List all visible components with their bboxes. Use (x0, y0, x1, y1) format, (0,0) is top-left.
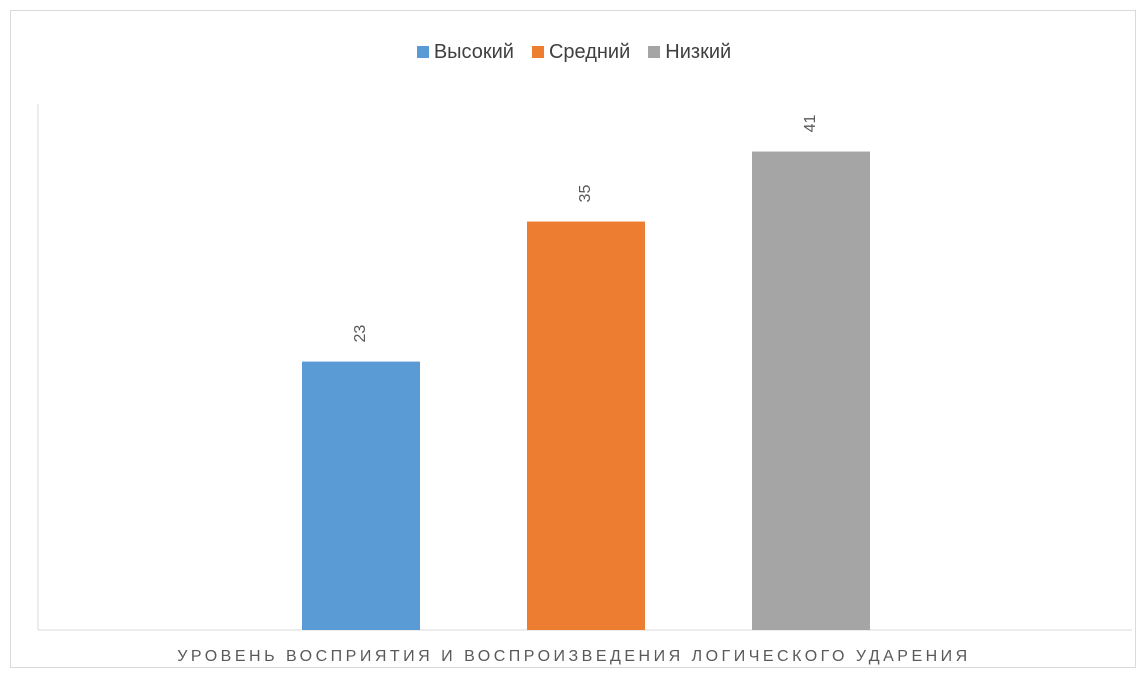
legend-swatch-vysokiy (416, 46, 429, 58)
legend-label-vysokiy: Высокий (433, 41, 514, 63)
bars-group: 23 35 41 (302, 115, 870, 631)
legend-label-sredniy: Средний (548, 41, 631, 63)
x-axis-label: УРОВЕНЬ ВОСПРИЯТИЯ И ВОСПРОИЗВЕДЕНИЯ ЛОГ… (177, 648, 971, 665)
bar-1 (527, 221, 645, 631)
bar-0 (302, 361, 420, 630)
legend-swatch-sredniy (531, 46, 544, 58)
legend-swatch-nizkiy (648, 46, 661, 58)
legend-item-vysokiy: Высокий (416, 40, 514, 64)
legend-item-sredniy: Средний (531, 40, 631, 64)
legend-item-nizkiy: Низкий (648, 40, 731, 64)
bar-2 (752, 151, 870, 630)
data-label-2: 41 (802, 115, 819, 133)
legend: Высокий Средний Низкий (0, 40, 1148, 64)
data-label-1: 35 (577, 185, 594, 203)
legend-label-nizkiy: Низкий (665, 41, 732, 63)
data-label-0: 23 (352, 325, 369, 343)
